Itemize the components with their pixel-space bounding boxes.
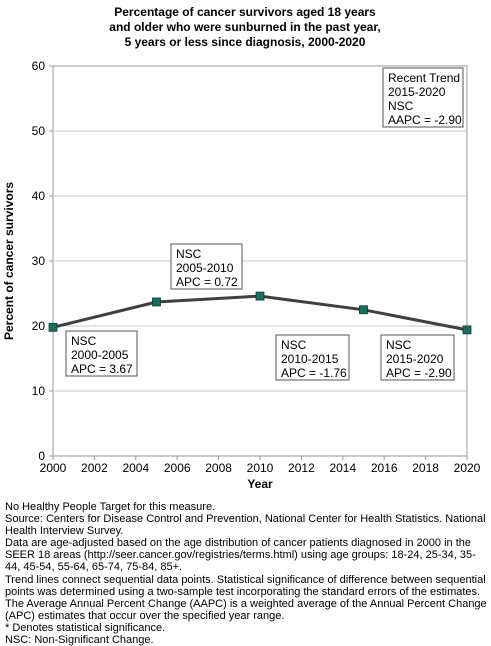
footnote-nsc: NSC: Non-Significant Change.	[5, 634, 154, 646]
series	[48, 291, 472, 335]
x-tick-label: 2000	[40, 461, 67, 475]
chart-title-line: Percentage of cancer survivors aged 18 y…	[114, 5, 376, 19]
annotation-line: APC = 0.72	[176, 275, 238, 289]
chart-title-line: 5 years or less since diagnosis, 2000-20…	[125, 35, 366, 49]
annotation-line: APC = -1.76	[281, 366, 347, 380]
annotation-line: 2010-2015	[281, 352, 339, 366]
x-tick-label: 2020	[454, 461, 481, 475]
footnote-target: No Healthy People Target for this measur…	[5, 501, 216, 513]
x-tick-label: 2004	[122, 461, 149, 475]
chart-title-line: and older who were sunburned in the past…	[109, 20, 380, 34]
y-tick-label: 40	[32, 189, 46, 203]
y-axis-title: Percent of cancer survivors	[2, 182, 16, 340]
data-point	[359, 305, 368, 315]
x-tick-label: 2002	[81, 461, 108, 475]
annotation-line: APC = 3.67	[71, 362, 133, 376]
data-point	[48, 322, 58, 332]
x-tick-label: 2008	[205, 461, 232, 475]
annotation-frame	[380, 334, 455, 381]
data-point	[462, 325, 472, 335]
x-tick-label: 2006	[164, 461, 191, 475]
y-tick-label: 50	[32, 124, 46, 138]
data-point	[152, 297, 161, 307]
annotation-line: 2015-2020	[388, 85, 446, 99]
x-tick-label: 2018	[412, 461, 439, 475]
annotation-line: NSC	[71, 334, 97, 348]
y-tick-label: 30	[32, 254, 46, 268]
annotation-line: Recent Trend	[388, 71, 460, 85]
y-axis-ticks: 0 10 20 30 40 50 60	[32, 59, 53, 463]
footnotes: No Healthy People Target for this measur…	[5, 501, 487, 646]
annotation-frame	[382, 67, 464, 128]
annotation-frame	[65, 330, 138, 377]
annotation-line: NSC	[388, 99, 414, 113]
annotation-line: 2005-2010	[176, 261, 234, 275]
y-tick-label: 10	[32, 384, 46, 398]
annotation-line: AAPC = -2.90	[388, 113, 462, 127]
x-tick-label: 2014	[329, 461, 356, 475]
annotation-line: 2000-2005	[71, 348, 129, 362]
x-axis-ticks: 2000 2002 2004 2006 2008 2010 2012 2014 2016 2018…	[40, 456, 481, 475]
annotation-line: 2015-2020	[386, 352, 444, 366]
annotation-frame	[170, 243, 243, 290]
y-tick-label: 60	[32, 59, 46, 73]
annotation-frame	[275, 334, 350, 381]
y-tick-label: 20	[32, 319, 46, 333]
x-axis-title: Year	[247, 477, 273, 491]
annotation-line: APC = -2.90	[386, 366, 452, 380]
annotation-line: NSC	[386, 338, 412, 352]
footnote-significance: * Denotes statistical significance.	[5, 621, 166, 634]
x-tick-label: 2010	[247, 461, 274, 475]
footnote-age-adjust: Data are age-adjusted based on the age d…	[5, 537, 476, 574]
chart-svg: Percentage of cancer survivors aged 18 y…	[2, 5, 481, 491]
data-point	[255, 291, 265, 301]
gridlines	[53, 130, 467, 392]
annotation-line: NSC	[281, 338, 307, 352]
footnote-aapc: The Average Annual Percent Change (AAPC)…	[5, 597, 487, 622]
y-tick-label: 0	[38, 449, 45, 463]
footnote-trend-lines: Trend lines connect sequential data poin…	[5, 573, 486, 598]
footnote-source: Source: Centers for Disease Control and …	[5, 513, 486, 538]
x-tick-label: 2016	[371, 461, 398, 475]
x-tick-label: 2012	[288, 461, 315, 475]
annotation-line: NSC	[176, 247, 202, 261]
chart-title: Percentage of cancer survivors aged 18 y…	[109, 5, 380, 49]
